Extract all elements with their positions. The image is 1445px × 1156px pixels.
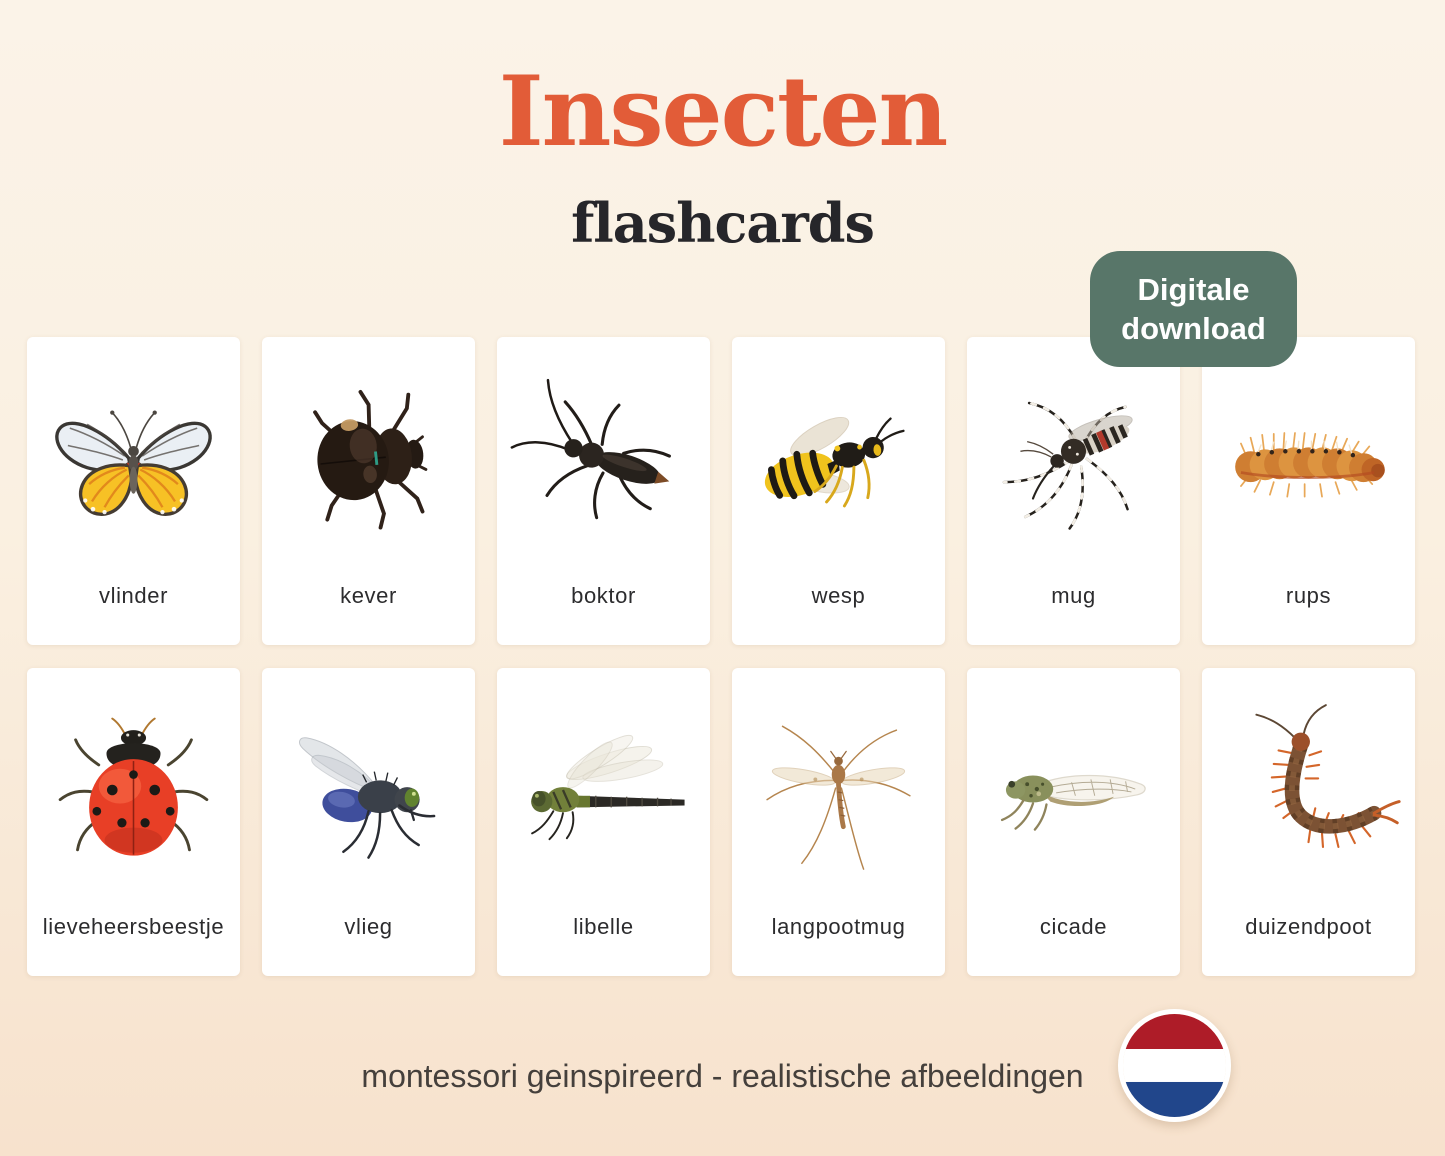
flashcard-mug: mug [967,337,1180,645]
badge-line-2: download [1121,311,1266,346]
crane-fly-icon [742,682,935,898]
card-label: lieveheersbeestje [42,914,225,939]
flashcard-lieveheersbeestje: lieveheersbeestje [27,668,240,976]
flashcard-langpootmug: langpootmug [732,668,945,976]
card-label: langpootmug [771,914,906,939]
card-label: cicade [1039,914,1108,939]
flashcard-libelle: libelle [497,668,710,976]
card-label: kever [340,583,397,608]
card-label: wesp [811,583,866,608]
card-label: vlieg [344,914,393,939]
beetle-icon [272,351,465,567]
dragonfly-icon [507,682,700,898]
card-label: mug [1051,583,1096,608]
card-label: vlinder [98,583,168,608]
badge-line-1: Digitale [1137,272,1250,307]
butterfly-icon [37,351,230,567]
card-label: boktor [571,583,636,608]
longhorn-beetle-icon [507,351,700,567]
flashcards-grid: vlinder [27,337,1415,976]
tagline: montessori geinspireerd - realistische a… [361,1058,1084,1094]
flashcard-cicade: cicade [967,668,1180,976]
caterpillar-icon [1212,351,1405,567]
flashcard-kever: kever [262,337,475,645]
mosquito-icon [977,351,1170,567]
flashcard-vlinder: vlinder [27,337,240,645]
flashcard-rups: rups [1202,337,1415,645]
ladybug-icon [37,682,230,898]
digital-download-badge: Digitale download [1090,251,1297,367]
flashcard-duizendpoot: duizendpoot [1202,668,1415,976]
wasp-icon [742,351,935,567]
centipede-icon [1212,682,1405,898]
flashcard-vlieg: vlieg [262,668,475,976]
flashcard-wesp: wesp [732,337,945,645]
card-label: libelle [573,914,634,939]
page-title: Insecten [498,55,949,168]
card-label: rups [1285,583,1332,608]
page-subtitle: flashcards [571,191,875,255]
cicada-icon [977,682,1170,898]
fly-icon [272,682,465,898]
flashcard-boktor: boktor [497,337,710,645]
netherlands-flag-icon [1118,1009,1231,1122]
card-label: duizendpoot [1245,914,1372,939]
